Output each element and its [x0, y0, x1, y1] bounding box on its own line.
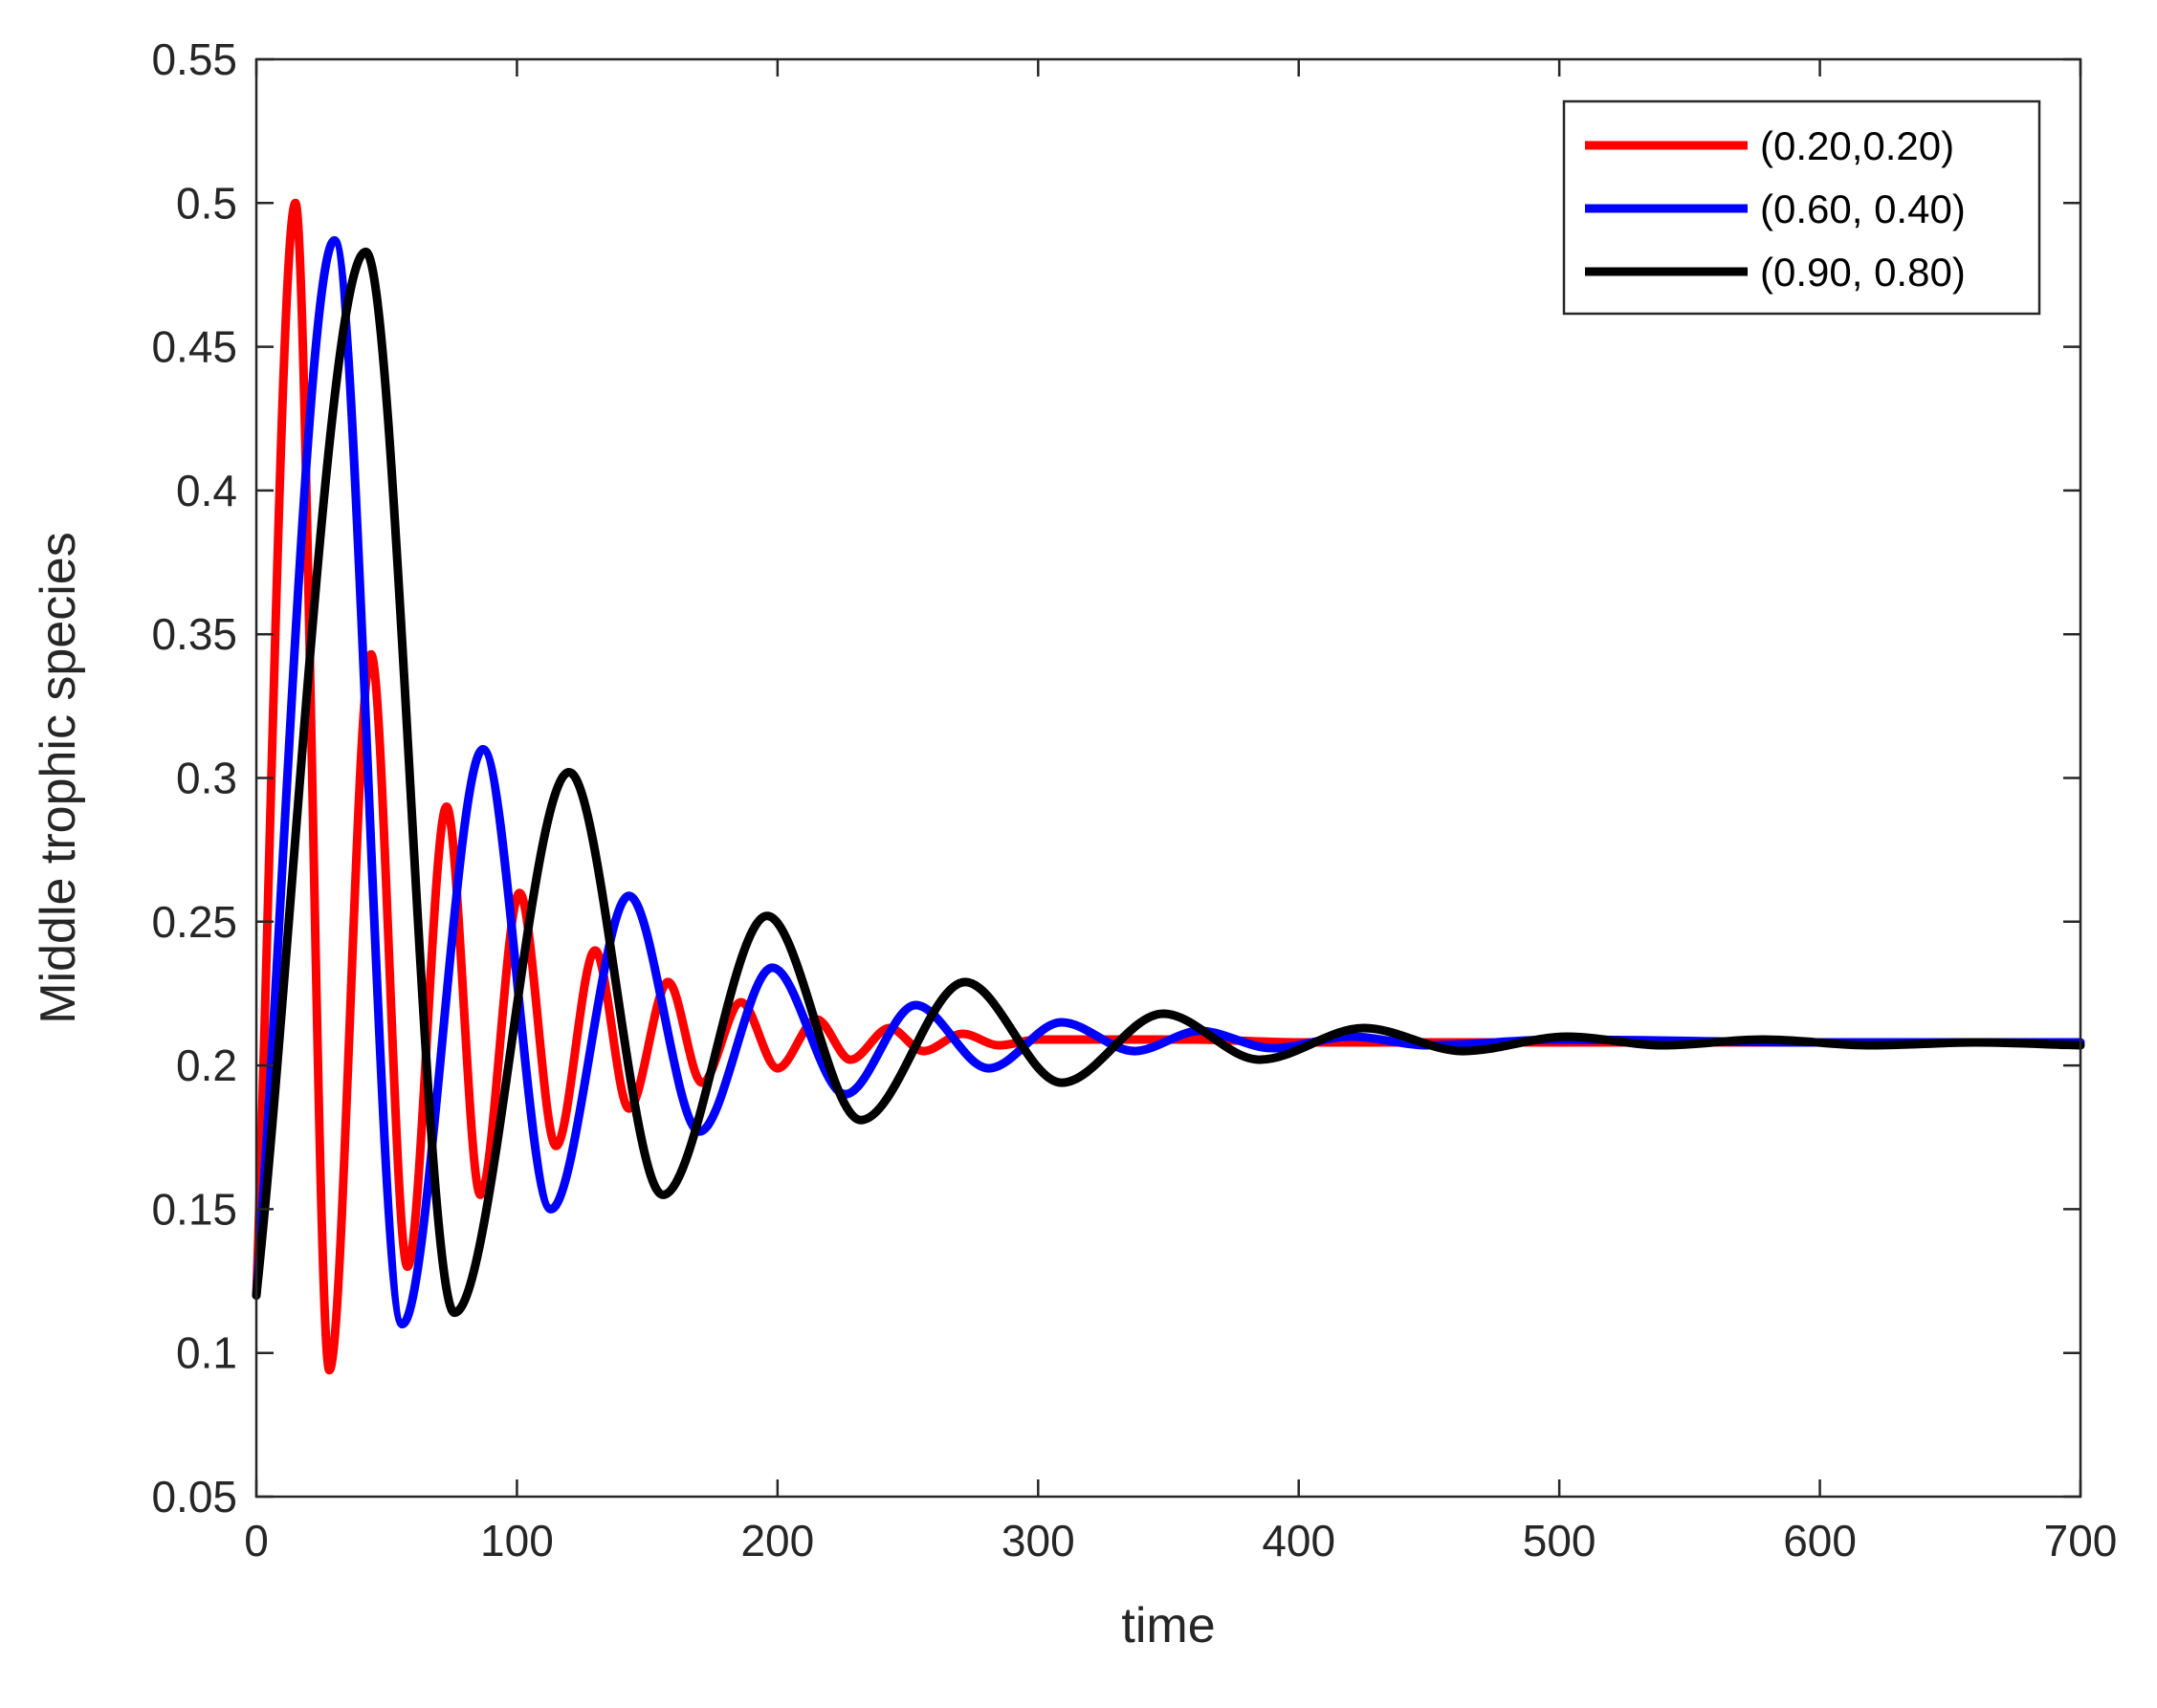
y-tick-label: 0.45 — [151, 322, 237, 372]
x-tick-label: 500 — [1523, 1516, 1596, 1566]
y-axis-title: Middle trophic species — [31, 532, 86, 1023]
y-tick-label: 0.2 — [176, 1040, 237, 1090]
y-tick-label: 0.35 — [151, 609, 237, 659]
x-tick-label: 100 — [480, 1516, 554, 1566]
legend-label: (0.20,0.20) — [1760, 123, 1954, 168]
x-axis-title: time — [1121, 1598, 1215, 1653]
y-tick-label: 0.1 — [176, 1328, 237, 1378]
legend: (0.20,0.20) (0.60, 0.40) (0.90, 0.80) — [1562, 99, 2041, 316]
x-tick-label: 0 — [244, 1516, 269, 1566]
x-tick-label: 200 — [740, 1516, 814, 1566]
y-tick-label: 0.15 — [151, 1184, 237, 1234]
legend-label: (0.60, 0.40) — [1760, 186, 1966, 231]
x-tick-label: 700 — [2044, 1516, 2118, 1566]
y-tick-label: 0.5 — [176, 178, 237, 228]
y-tick-label: 0.05 — [151, 1472, 237, 1522]
y-tick-label: 0.3 — [176, 754, 237, 803]
series-line-1 — [252, 198, 2085, 1375]
series-line-2 — [252, 235, 2085, 1329]
axes-frame — [254, 57, 2082, 1499]
legend-label: (0.90, 0.80) — [1760, 250, 1966, 295]
y-tick-label: 0.25 — [151, 897, 237, 947]
x-tick-label: 600 — [1783, 1516, 1857, 1566]
series-line-3 — [252, 247, 2085, 1318]
x-tick-label: 300 — [1001, 1516, 1075, 1566]
axis-ticks: 0 100 200 300 400 500 600 700 0.05 0.1 0.15 0.2 0.25… — [151, 34, 2117, 1566]
y-tick-label: 0.4 — [176, 466, 237, 515]
x-tick-label: 400 — [1262, 1516, 1335, 1566]
series-layer — [252, 198, 2085, 1375]
y-tick-label: 0.55 — [151, 34, 237, 84]
